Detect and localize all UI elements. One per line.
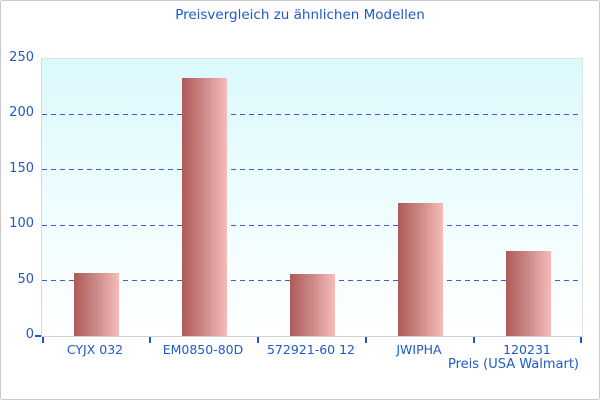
- x-category-label: EM0850-80D: [162, 342, 244, 357]
- bar-EM0850-80D: [181, 77, 227, 336]
- bar-572921-60 12: [289, 273, 335, 336]
- chart-title: Preisvergleich zu ähnlichen Modellen: [175, 7, 425, 23]
- y-tick-label-150: 150: [9, 160, 34, 176]
- y-tick-label-200: 200: [9, 105, 34, 121]
- y-axis-zero-tick: [35, 335, 41, 337]
- x-axis-tick: [473, 337, 475, 343]
- y-tick-label-0: 0: [25, 327, 34, 342]
- y-tick-label-50: 50: [17, 271, 34, 287]
- x-category-label: JWIPHA: [396, 342, 442, 357]
- bar-CYJX 032: [73, 272, 119, 336]
- bar-JWIPHA: [397, 203, 443, 336]
- gridline-200: [42, 113, 582, 115]
- x-axis-title: Preis (USA Walmart): [447, 357, 579, 372]
- plot-area: [35, 58, 583, 343]
- y-tick-label-250: 250: [9, 50, 34, 65]
- bar-120231: [505, 250, 551, 336]
- x-axis-tick: [149, 337, 151, 343]
- y-tick-label-100: 100: [9, 216, 34, 232]
- gridline-150: [42, 169, 582, 171]
- x-category-label: CYJX 032: [66, 342, 124, 357]
- gridline-100: [42, 224, 582, 226]
- x-axis-tick: [580, 337, 582, 343]
- x-axis-tick: [42, 337, 44, 343]
- x-axis-tick: [257, 337, 259, 343]
- x-category-label: 120231: [503, 342, 551, 357]
- x-axis-tick: [365, 337, 367, 343]
- x-category-label: 572921-60 12: [266, 342, 355, 357]
